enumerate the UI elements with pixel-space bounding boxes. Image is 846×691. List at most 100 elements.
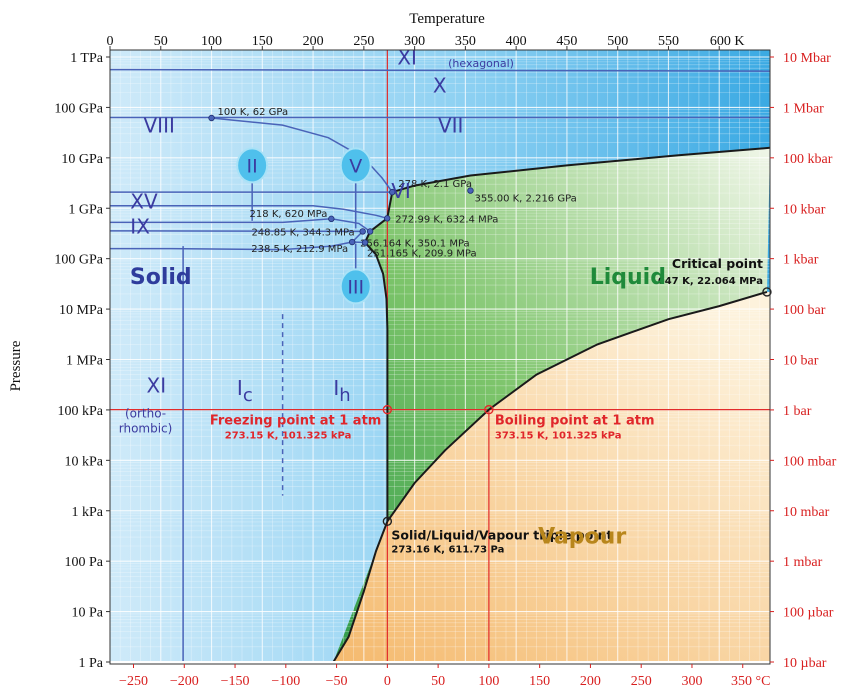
x-bottom-tick-label: −200 bbox=[170, 674, 199, 689]
x-bottom-tick-label: 350 °C bbox=[731, 674, 770, 689]
x-top-tick-label: 150 bbox=[252, 34, 273, 49]
ice-bubble bbox=[236, 147, 269, 184]
critical-point-values: 647 K, 22.064 MPa bbox=[658, 276, 763, 287]
y-left-tick-label: 100 GPa bbox=[54, 101, 103, 116]
triple-point-svl-values: 273.16 K, 611.73 Pa bbox=[391, 544, 504, 555]
ice-phase-label: (hexagonal) bbox=[448, 57, 514, 70]
freezing-point-marker bbox=[382, 404, 393, 415]
x-top-tick-label: 50 bbox=[154, 34, 168, 49]
y-left-axis-title: Pressure bbox=[8, 340, 24, 391]
critical-point-marker bbox=[762, 287, 772, 297]
x-bottom-tick-label: −100 bbox=[271, 674, 300, 689]
triple-point-label: 248.85 K, 344.3 MPa bbox=[251, 227, 354, 238]
ice-phase-label: XI bbox=[397, 46, 417, 70]
ice-phase-label: IX bbox=[130, 214, 150, 238]
liquid-region bbox=[333, 147, 770, 661]
y-left-tick-label: 10 kPa bbox=[65, 454, 104, 469]
vapour-region bbox=[334, 291, 770, 661]
x-bottom-tick-label: 0 bbox=[384, 674, 391, 689]
plot-frame bbox=[109, 49, 771, 665]
y-right-tick-label: 100 kbar bbox=[783, 152, 833, 167]
freezing-point-values: 273.15 K, 101.325 kPa bbox=[225, 431, 352, 442]
triple-point-marker bbox=[208, 114, 215, 122]
vapour-boundary-curve bbox=[332, 290, 768, 661]
x-bottom-tick-label: 150 bbox=[529, 674, 550, 689]
y-left-tick-label: 1 MPa bbox=[66, 354, 104, 369]
ice-ix-boundary bbox=[110, 230, 363, 233]
y-left-tick-label: 1 TPa bbox=[70, 51, 104, 66]
x-top-tick-label: 100 bbox=[201, 34, 222, 49]
x-top-tick-label: 250 bbox=[353, 34, 374, 49]
y-left-tick-label: 1 GPa bbox=[68, 202, 103, 217]
triple-point-marker bbox=[467, 187, 474, 194]
y-right-tick-label: 1 Mbar bbox=[783, 101, 824, 116]
x-bottom-tick-label: 50 bbox=[431, 674, 445, 689]
x-bottom-tick-label: 300 bbox=[681, 674, 702, 689]
ice-bubble-label: II bbox=[247, 155, 258, 177]
triple-point-svl-marker bbox=[382, 516, 393, 527]
x-bottom-tick-label: −150 bbox=[221, 674, 250, 689]
triple-point-marker bbox=[361, 239, 369, 246]
y-right-tick-label: 10 Mbar bbox=[783, 51, 831, 66]
ice-phase-label: XI bbox=[147, 373, 167, 397]
y-left-tick-label: 1 kPa bbox=[72, 505, 104, 520]
triple-point-marker bbox=[359, 228, 366, 235]
y-left-tick-label: 10 Pa bbox=[72, 606, 104, 621]
triple-point-label: 100 K, 62 GPa bbox=[218, 107, 289, 118]
triple-point-marker bbox=[384, 215, 391, 222]
phase-label: Vapour bbox=[538, 525, 626, 550]
ice-bubble bbox=[339, 147, 372, 184]
x-bottom-tick-label: −250 bbox=[119, 674, 148, 689]
ice-phase-label: VI bbox=[391, 179, 411, 203]
y-left-tick-label: 1 Pa bbox=[79, 656, 104, 671]
triple-point-marker bbox=[366, 228, 374, 235]
triple-point-svl-name: Solid/Liquid/Vapour triple point bbox=[391, 527, 612, 542]
boiling-point-name: Boiling point at 1 atm bbox=[495, 414, 655, 429]
triple-point-label: 256.164 K, 350.1 MPa bbox=[360, 238, 470, 249]
x-top-axis-title: Temperature bbox=[409, 11, 485, 27]
boiling-point-marker bbox=[484, 404, 494, 415]
triple-point-label: 218 K, 620 MPa bbox=[250, 209, 328, 220]
y-right-tick-label: 100 µbar bbox=[783, 606, 834, 621]
freezing-point-name: Freezing point at 1 atm bbox=[210, 414, 382, 429]
phase-label: Solid bbox=[130, 265, 192, 290]
ice-bubble bbox=[339, 268, 372, 305]
triple-point-label: 251.165 K, 209.9 MPa bbox=[367, 249, 477, 260]
x-top-tick-label: 400 bbox=[506, 34, 527, 49]
ice-phase-label: X bbox=[433, 73, 447, 97]
y-left-tick-label: 100 Pa bbox=[65, 555, 104, 570]
triple-point-label: 355.00 K, 2.216 GPa bbox=[474, 194, 576, 205]
y-right-tick-label: 10 mbar bbox=[783, 505, 830, 520]
ice-bubble-label: III bbox=[347, 276, 364, 298]
triple-point-label: 278 K, 2.1 GPa bbox=[398, 179, 472, 190]
ice-viii-vii-boundary bbox=[211, 117, 393, 193]
y-right-tick-label: 10 bar bbox=[783, 354, 819, 369]
x-top-tick-label: 0 bbox=[107, 34, 114, 49]
y-right-tick-label: 10 µbar bbox=[783, 656, 827, 671]
boiling-point-values: 373.15 K, 101.325 kPa bbox=[495, 431, 622, 442]
x-top-tick-label: 450 bbox=[556, 34, 577, 49]
y-left-tick-label: 10 MPa bbox=[59, 303, 104, 318]
triple-point-label: 238.5 K, 212.9 MPa bbox=[251, 244, 348, 255]
ice-bubble-label: V bbox=[349, 155, 362, 177]
y-right-tick-label: 1 bar bbox=[783, 404, 812, 419]
critical-point-name: Critical point bbox=[672, 256, 763, 271]
y-right-tick-label: 10 kbar bbox=[783, 202, 826, 217]
x-top-tick-label: 500 bbox=[607, 34, 628, 49]
y-left-tick-label: 100 kPa bbox=[58, 404, 104, 419]
ice-phase-label: VII bbox=[438, 114, 463, 138]
triple-point-marker bbox=[328, 215, 335, 223]
ice-phase-label: XV bbox=[130, 189, 158, 213]
phase-label: Liquid bbox=[590, 265, 666, 290]
ice-phase-label: (ortho- bbox=[125, 406, 166, 420]
grid-lines bbox=[110, 50, 770, 661]
y-right-tick-label: 100 mbar bbox=[783, 454, 837, 469]
y-right-tick-label: 1 mbar bbox=[783, 555, 823, 570]
x-bottom-tick-label: 100 bbox=[478, 674, 499, 689]
ice-xv-vi-boundary bbox=[110, 204, 388, 220]
y-right-tick-label: 1 kbar bbox=[783, 253, 819, 268]
ice-xi-x-boundary bbox=[110, 68, 770, 72]
x-top-tick-label: 300 bbox=[404, 34, 425, 49]
